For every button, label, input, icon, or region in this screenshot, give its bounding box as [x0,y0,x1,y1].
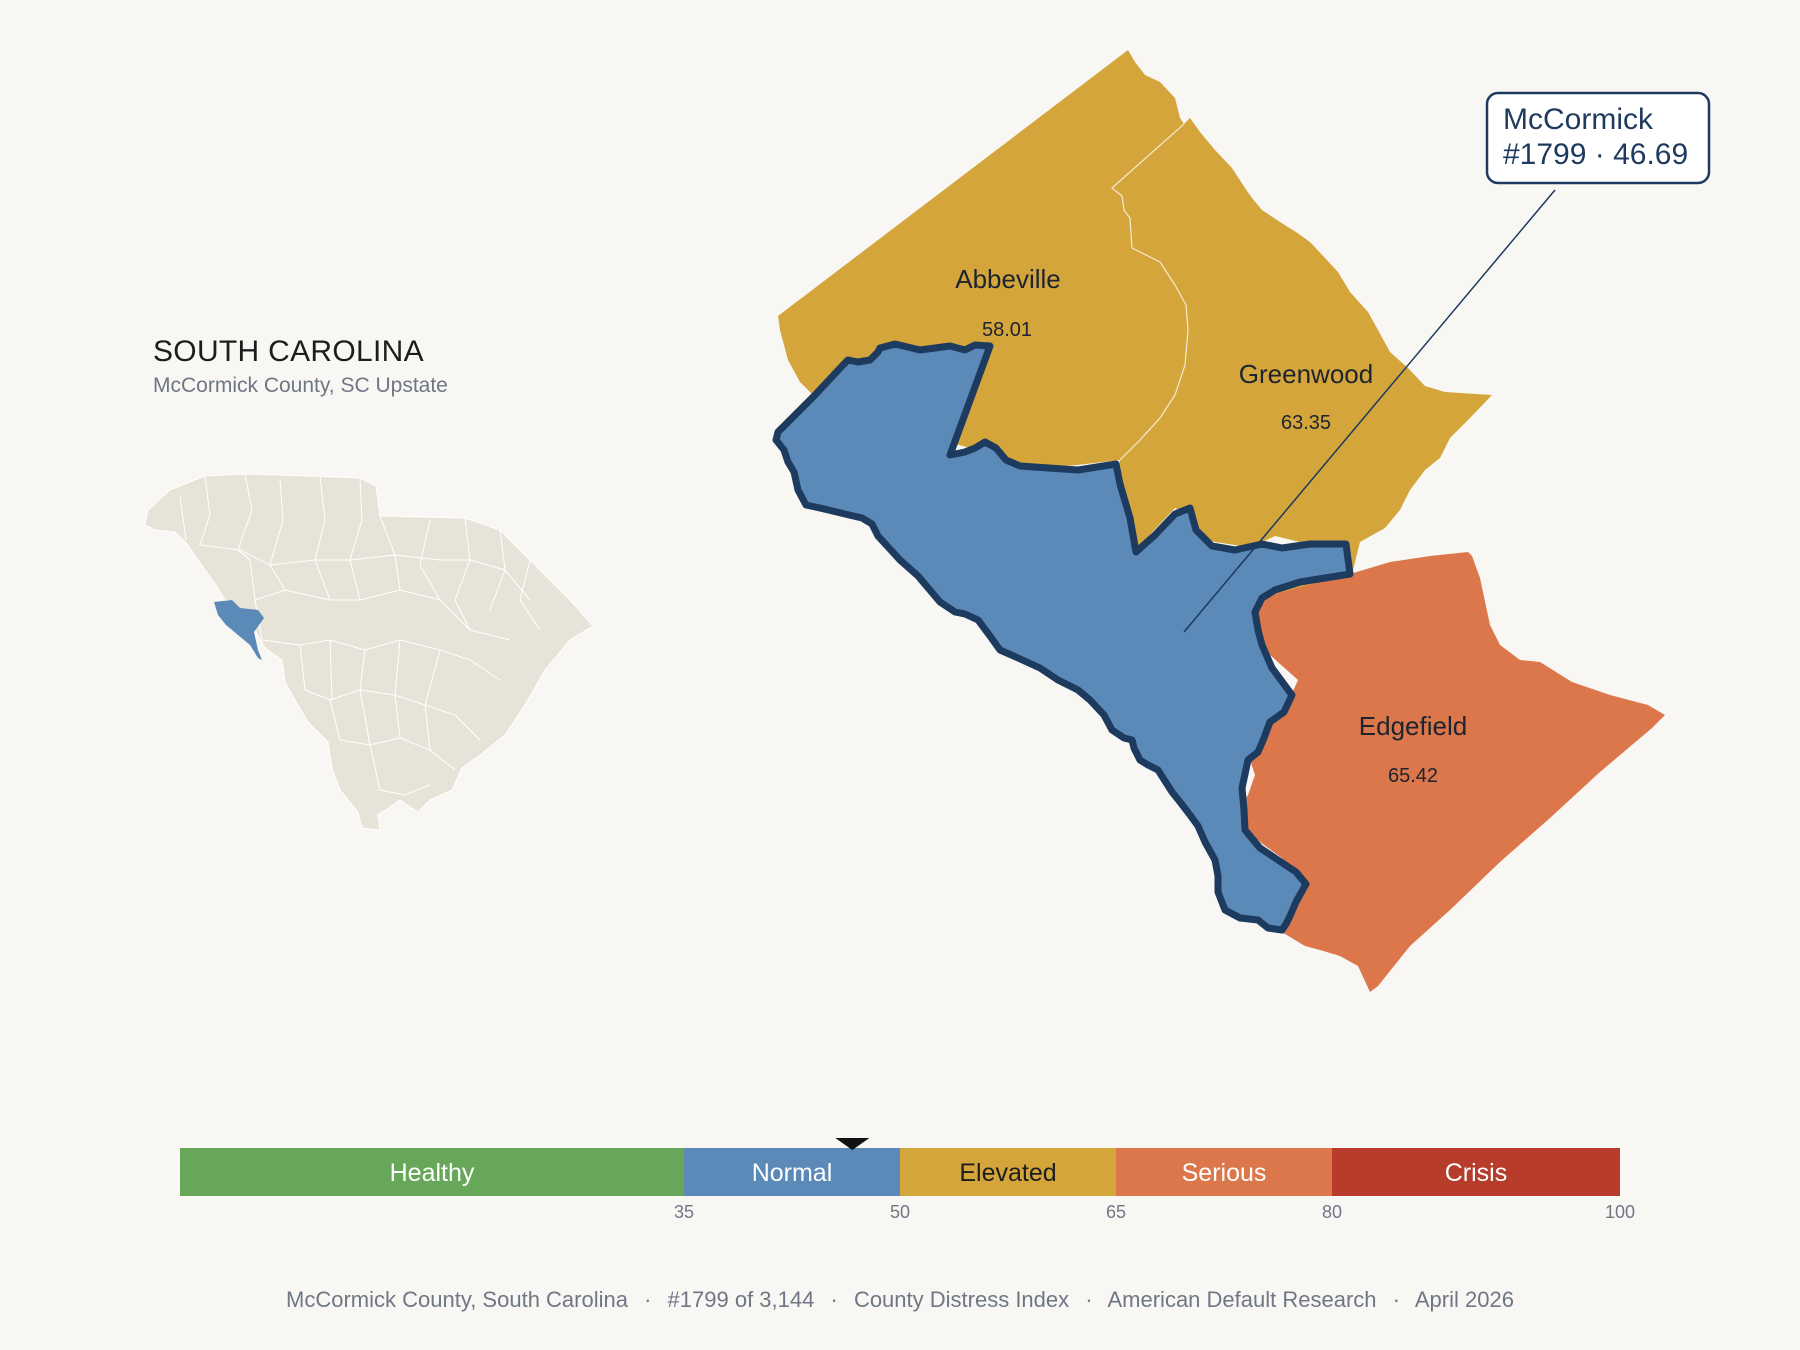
scale-marker [835,1138,870,1150]
footer-sep-2: · [830,1287,837,1312]
footer-county: McCormick County, South Carolina [286,1287,629,1312]
footer-sep-4: · [1393,1287,1400,1312]
scale-tick-35: 35 [674,1202,694,1222]
county-lines [179,473,541,796]
footer-sep-1: · [644,1287,651,1312]
label-abbeville-name: Abbeville [955,264,1061,294]
footer-sep-3: · [1085,1287,1092,1312]
scale-tick-100: 100 [1605,1202,1635,1222]
county-map [772,50,1665,992]
footer-index: County Distress Index [854,1287,1069,1312]
scale-tick-50: 50 [890,1202,910,1222]
footer-date: April 2026 [1415,1287,1514,1312]
callout-county-name: McCormick [1503,103,1654,136]
label-greenwood-name: Greenwood [1239,359,1373,389]
label-abbeville-value: 58.01 [982,319,1032,341]
scale-band-crisis [1332,1148,1620,1196]
callout-box [1485,91,1711,185]
county-greenwood[interactable] [1112,118,1492,594]
footer-rank: #1799 of 3,144 [668,1287,815,1312]
footer-source: American Default Research [1108,1287,1377,1312]
county-divider [1111,123,1189,461]
scale-tick-80: 80 [1322,1202,1342,1222]
scale-band-label-serious: Serious [1182,1159,1267,1187]
scale-band-normal [684,1148,900,1196]
callout-leader-line [1183,189,1556,633]
state-inset-map [144,473,594,831]
footer-credits: McCormick County, South Carolina · #1799… [286,1287,1514,1312]
scale-band-label-elevated: Elevated [959,1159,1056,1187]
distress-scale: Healthy Normal Elevated Serious Crisis 35 50 65… [180,1138,1635,1222]
scale-tick-65: 65 [1106,1202,1126,1222]
scale-band-serious [1116,1148,1332,1196]
scale-band-label-healthy: Healthy [390,1159,475,1187]
label-greenwood-value: 63.35 [1281,412,1331,434]
label-edgefield-value: 65.42 [1388,765,1438,787]
scale-band-elevated [900,1148,1116,1196]
scale-band-healthy [180,1148,684,1196]
scale-band-label-normal: Normal [752,1159,833,1187]
scale-band-label-crisis: Crisis [1445,1159,1508,1187]
label-edgefield-name: Edgefield [1359,711,1467,741]
inset-highlight-mccormick [214,600,264,660]
county-edgefield[interactable] [1240,552,1665,992]
state-subtitle: McCormick County, SC Upstate [153,374,448,397]
state-shape [144,473,594,831]
county-mccormick[interactable] [772,340,1354,934]
callout-rank-score: #1799 · 46.69 [1503,138,1688,171]
state-title: SOUTH CAROLINA [153,335,424,368]
